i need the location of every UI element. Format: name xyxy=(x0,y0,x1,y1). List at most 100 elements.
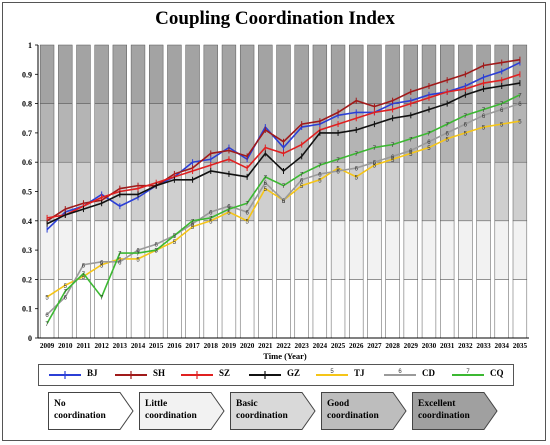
x-tick-label: 2032 xyxy=(458,342,473,350)
bar-segment xyxy=(58,44,73,104)
data-point: 7 xyxy=(300,172,304,178)
bar-segment xyxy=(312,220,328,280)
data-point: 5 xyxy=(518,120,522,126)
data-point: 6 xyxy=(64,295,68,301)
bar-segment xyxy=(239,220,255,280)
bar-segment xyxy=(94,279,109,339)
bar-segment xyxy=(403,279,418,339)
data-point: 7 xyxy=(482,108,486,114)
bar-segment xyxy=(203,220,218,280)
legend-swatch: 7 xyxy=(452,369,484,376)
data-point: 5 xyxy=(391,158,395,164)
bar-segment xyxy=(476,279,491,339)
data-point: 7 xyxy=(118,252,122,258)
bar-segment xyxy=(330,44,346,104)
data-point: 5 xyxy=(300,184,304,190)
bar-segment xyxy=(367,220,382,280)
data-point: 7 xyxy=(427,131,431,137)
level-label: Excellent coordination xyxy=(418,399,470,421)
data-point: 6 xyxy=(445,131,449,137)
data-point: 5 xyxy=(82,275,86,281)
bar-segment xyxy=(258,44,273,104)
data-point: 6 xyxy=(173,234,177,240)
data-point: 6 xyxy=(300,178,304,184)
data-point: 6 xyxy=(373,161,377,167)
legend-swatch xyxy=(249,371,281,379)
legend-marker: 7 xyxy=(466,369,470,375)
level-arrow-shape xyxy=(230,392,316,430)
y-tick-label: 0.4 xyxy=(22,217,32,226)
data-point: 7 xyxy=(318,164,322,170)
bar-segment xyxy=(294,279,309,339)
legend-label: SH xyxy=(153,368,166,378)
bar-segment xyxy=(130,279,146,339)
bar-segment xyxy=(149,161,164,222)
data-point: 5 xyxy=(373,164,377,170)
data-point: 5 xyxy=(64,284,68,290)
bar-segment xyxy=(385,44,400,104)
data-point: 5 xyxy=(209,219,213,225)
level-box: Excellent coordination xyxy=(412,392,498,430)
bar-segment xyxy=(512,161,528,222)
data-point: 6 xyxy=(209,211,213,217)
y-tick-label: 0.9 xyxy=(22,70,32,79)
x-tick-label: 2028 xyxy=(385,342,400,350)
data-point: 6 xyxy=(155,243,159,249)
data-point: 7 xyxy=(336,158,340,164)
data-point: 6 xyxy=(282,199,286,205)
data-point: 7 xyxy=(209,216,213,222)
axes xyxy=(35,44,529,339)
bar-segment xyxy=(330,220,346,280)
x-tick-label: 2010 xyxy=(58,342,73,350)
bar-segment xyxy=(39,161,55,222)
series-line xyxy=(46,94,521,324)
y-tick-labels: 0 0.1 0.2 0.3 0.4 0.5 0.6 0.7 0.8 0.9 1 xyxy=(22,41,32,343)
bar-segment xyxy=(58,103,73,163)
data-point: 6 xyxy=(336,169,340,175)
level-label: Little coordination xyxy=(145,399,197,421)
data-point: 7 xyxy=(45,322,49,328)
bar-segment xyxy=(294,44,309,104)
x-tick-label: 2021 xyxy=(258,342,273,350)
bar-segment xyxy=(367,161,382,222)
bar-segment xyxy=(258,220,273,280)
bar-segment xyxy=(167,44,182,104)
x-tick-label: 2018 xyxy=(204,342,219,350)
bar-segment xyxy=(512,279,528,339)
bar-segment xyxy=(494,279,509,339)
data-point: 5 xyxy=(427,146,431,152)
series-line xyxy=(46,102,521,316)
x-tick-label: 2033 xyxy=(476,342,491,350)
bar-segment xyxy=(76,44,91,104)
legend-item: SH xyxy=(113,365,177,385)
x-tick-label: 2034 xyxy=(495,342,510,350)
data-point: 7 xyxy=(445,123,449,129)
legend: BJ SH SZ GZ 5 TJ 6 CD 7 CQ xyxy=(38,364,514,386)
x-tick-label: 2011 xyxy=(76,342,90,350)
data-point: 7 xyxy=(355,152,359,158)
bar-segment xyxy=(476,220,491,280)
bar-segment xyxy=(458,220,473,280)
data-point: 5 xyxy=(464,131,468,137)
x-axis-label: Time (Year) xyxy=(263,351,307,361)
data-point: 6 xyxy=(191,222,195,228)
data-point: 7 xyxy=(64,290,68,296)
x-tick-label: 2023 xyxy=(294,342,309,350)
data-point: 7 xyxy=(100,295,104,301)
legend-item: BJ xyxy=(47,365,111,385)
bar-segment xyxy=(185,103,200,163)
data-point: 6 xyxy=(82,263,86,269)
bar-segment xyxy=(94,44,109,104)
bar-segment xyxy=(294,220,309,280)
x-tick-label: 2024 xyxy=(313,342,328,350)
bar-segment xyxy=(94,220,109,280)
bar-segment xyxy=(421,44,437,104)
level-box: Basic coordination xyxy=(230,392,316,430)
bar-segment xyxy=(367,279,382,339)
bar-segment xyxy=(239,279,255,339)
bar-segment xyxy=(130,103,146,163)
data-point: 6 xyxy=(318,172,322,178)
data-point: 7 xyxy=(245,202,249,208)
x-tick-label: 2035 xyxy=(513,342,528,350)
